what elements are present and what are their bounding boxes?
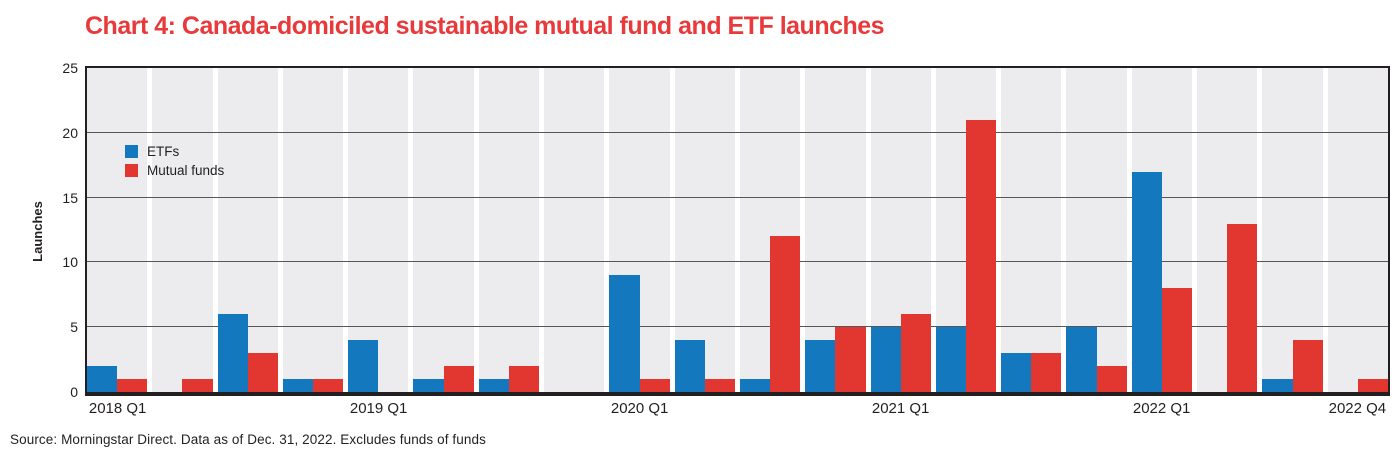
chart-title: Chart 4: Canada-domiciled sustainable mu… [85,12,885,40]
bar-etfs-2021-q1 [870,327,901,392]
bar-etfs-2018-q3 [217,314,248,392]
bar-mutual-funds-2018-q2 [182,379,213,392]
source-note: Source: Morningstar Direct. Data as of D… [10,432,486,447]
x-tick-label-2022-q1: 2022 Q1 [1132,400,1191,417]
legend: ETFs Mutual funds [125,144,224,178]
y-tick-label-0: 0 [70,384,78,400]
gridline-5 [87,326,1388,328]
bar-etfs-2018-q1 [87,366,118,392]
bar-group-2021-q1 [870,68,931,392]
bar-mutual-funds-2018-q4 [313,379,344,392]
bar-group-2018-q4 [282,68,344,392]
bar-etfs-2018-q4 [282,379,314,392]
bar-etfs-2020-q3 [739,379,771,392]
bar-mutual-funds-2019-q3 [508,366,540,392]
bar-etfs-2021-q4 [1066,327,1097,392]
y-tick-label-25: 25 [62,60,78,76]
bar-etfs-2019-q3 [478,379,509,392]
bar-etfs-2022-q3 [1262,379,1293,392]
gridline-20 [87,131,1388,133]
bar-etfs-2022-q1 [1131,171,1162,392]
bar-group-2018-q2 [152,68,213,392]
gridline-15 [87,196,1388,198]
bar-group-2019-q1 [348,68,409,392]
legend-label-mutual-funds: Mutual funds [147,163,225,178]
bar-group-2020-q2 [674,68,735,392]
y-tick-label-10: 10 [62,254,78,271]
bar-group-2018-q1 [87,68,148,392]
bar-mutual-funds-2020-q2 [704,379,735,392]
bar-mutual-funds-2018-q3 [247,353,278,392]
bar-mutual-funds-2018-q1 [117,379,148,392]
legend-swatch-etfs-icon [125,145,138,158]
plot-area: ETFs Mutual funds [85,66,1390,396]
x-tick-label-2019-q1: 2019 Q1 [349,400,408,417]
bar-group-2018-q3 [217,68,278,392]
bar-etfs-2019-q2 [413,379,444,392]
bar-etfs-2020-q4 [805,340,836,392]
bar-group-2019-q4 [544,68,605,392]
bar-etfs-2021-q2 [935,327,967,392]
bar-group-2022-q1 [1131,68,1193,392]
bar-mutual-funds-2019-q2 [443,366,474,392]
bar-group-2020-q3 [739,68,801,392]
bar-mutual-funds-2021-q4 [1096,366,1127,392]
y-axis-ticks: 0 5 10 15 20 25 [42,61,78,399]
bar-group-2022-q4 [1327,68,1388,392]
y-tick-label-20: 20 [62,124,78,141]
bar-mutual-funds-2020-q1 [639,379,670,392]
x-tick-label-2021-q1: 2021 Q1 [871,400,930,417]
bar-group-2019-q2 [413,68,474,392]
bar-mutual-funds-2021-q1 [900,314,931,392]
bar-mutual-funds-2020-q3 [770,236,801,392]
bar-group-2020-q1 [609,68,670,392]
bar-mutual-funds-2022-q1 [1161,288,1193,392]
plot-inner: ETFs Mutual funds [87,68,1388,392]
y-tick-label-5: 5 [70,319,78,336]
bar-group-2021-q4 [1066,68,1127,392]
legend-swatch-mutual-funds-icon [125,164,138,177]
bar-mutual-funds-2022-q4 [1357,379,1388,392]
gridline-10 [87,261,1388,263]
bar-group-2021-q2 [935,68,997,392]
bar-group-2022-q2 [1197,68,1258,392]
bar-mutual-funds-2021-q2 [966,119,997,392]
bar-etfs-2020-q2 [674,340,705,392]
bar-groups [87,68,1388,392]
legend-label-etfs: ETFs [147,144,180,159]
bar-etfs-2020-q1 [609,275,640,392]
bar-etfs-2019-q1 [348,340,379,392]
x-tick-label-2022-q4: 2022 Q4 [1328,400,1387,417]
y-tick-label-15: 15 [62,189,78,206]
bar-mutual-funds-2022-q2 [1227,223,1258,392]
bar-etfs-2021-q3 [1001,353,1032,392]
legend-item-mutual-funds: Mutual funds [125,163,224,178]
legend-item-etfs: ETFs [125,144,224,159]
bar-group-2022-q3 [1262,68,1323,392]
bar-mutual-funds-2021-q3 [1031,353,1062,392]
bar-mutual-funds-2020-q4 [835,327,866,392]
bar-group-2020-q4 [805,68,866,392]
x-tick-label-2018-q1: 2018 Q1 [88,400,147,417]
bar-mutual-funds-2022-q3 [1292,340,1323,392]
bar-group-2021-q3 [1001,68,1062,392]
bar-group-2019-q3 [478,68,540,392]
x-tick-label-2020-q1: 2020 Q1 [610,400,669,417]
x-axis-labels: 2018 Q1 2019 Q1 2020 Q1 2021 Q1 2022 Q1 2022 … [85,400,1390,420]
